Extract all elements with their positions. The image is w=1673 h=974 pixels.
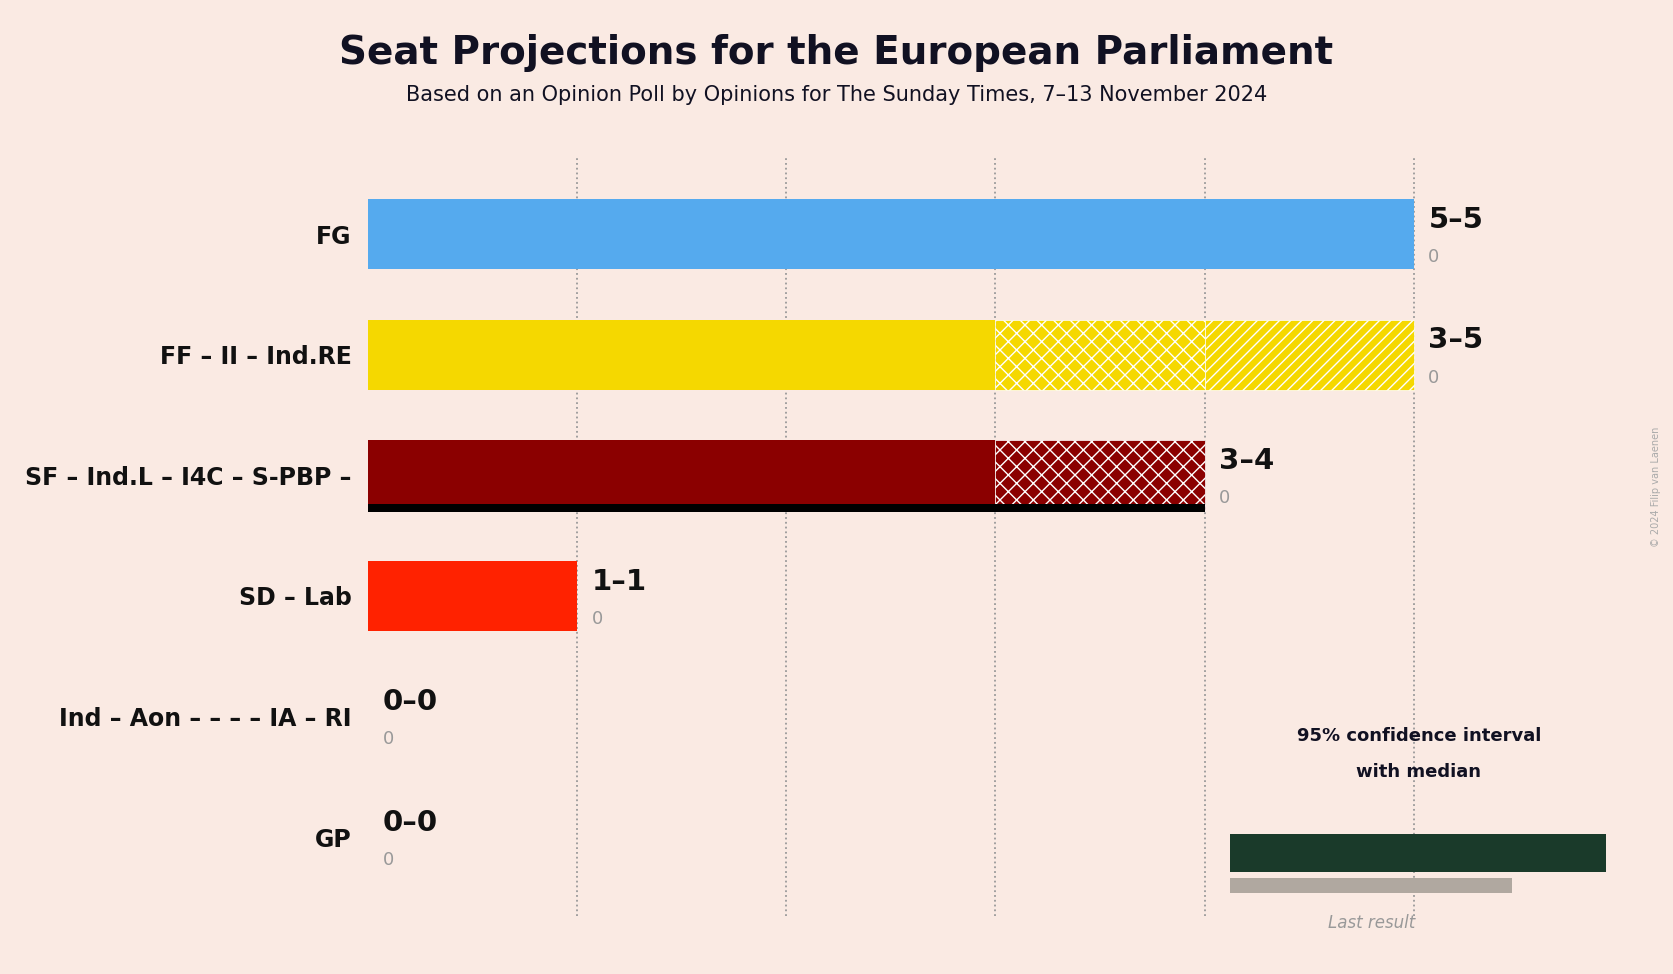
Text: Based on an Opinion Poll by Opinions for The Sunday Times, 7–13 November 2024: Based on an Opinion Poll by Opinions for… bbox=[407, 85, 1266, 105]
Text: Seat Projections for the European Parliament: Seat Projections for the European Parlia… bbox=[340, 34, 1333, 72]
Text: 0: 0 bbox=[1429, 369, 1439, 387]
Bar bbox=[368, 561, 577, 631]
Text: 0: 0 bbox=[1429, 248, 1439, 266]
Text: 3–5: 3–5 bbox=[1429, 326, 1484, 355]
Text: with median: with median bbox=[1357, 764, 1481, 781]
Bar bbox=[368, 505, 1205, 511]
Bar bbox=[368, 200, 1414, 269]
Text: 0: 0 bbox=[383, 851, 393, 869]
Bar bbox=[1230, 878, 1512, 893]
Text: 5–5: 5–5 bbox=[1429, 206, 1484, 234]
Bar bbox=[995, 440, 1205, 510]
Text: 95% confidence interval: 95% confidence interval bbox=[1297, 728, 1541, 745]
Bar bbox=[1417, 834, 1606, 872]
Text: © 2024 Filip van Laenen: © 2024 Filip van Laenen bbox=[1651, 427, 1661, 547]
Text: 0: 0 bbox=[383, 730, 393, 748]
Text: 0: 0 bbox=[1220, 489, 1230, 507]
Bar bbox=[1230, 834, 1417, 872]
Bar bbox=[995, 319, 1205, 390]
Text: 1–1: 1–1 bbox=[592, 568, 647, 595]
Bar bbox=[368, 319, 995, 390]
Text: Last result: Last result bbox=[1328, 914, 1415, 931]
Text: 0–0: 0–0 bbox=[383, 808, 438, 837]
Bar bbox=[368, 440, 995, 510]
Bar bbox=[1205, 319, 1414, 390]
Text: 0–0: 0–0 bbox=[383, 688, 438, 716]
Text: 0: 0 bbox=[592, 610, 602, 628]
Text: 3–4: 3–4 bbox=[1220, 447, 1275, 475]
